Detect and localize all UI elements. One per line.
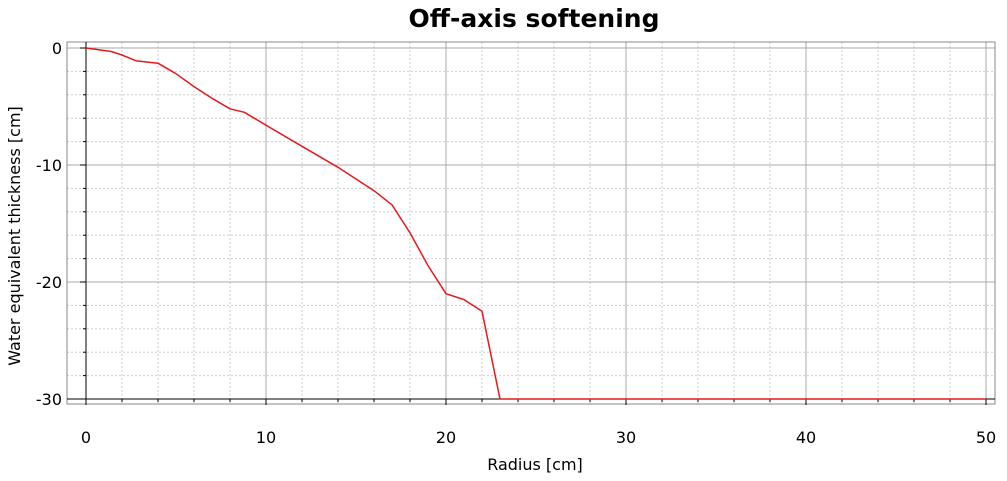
- x-tick-label: 20: [436, 428, 456, 447]
- y-tick-label: -10: [36, 156, 62, 175]
- y-tick-label: -20: [36, 273, 62, 292]
- x-tick-label: 10: [256, 428, 276, 447]
- series-layer: [85, 47, 986, 400]
- plot-frame: [66, 41, 996, 405]
- series-line: [85, 47, 986, 400]
- x-tick-label: 30: [616, 428, 636, 447]
- x-tick-label: 0: [81, 428, 91, 447]
- grid: [67, 42, 995, 404]
- tick-labels: 0 10 20 30 40 50 0 -10 -20 -30: [36, 39, 996, 447]
- y-tick-label: -30: [36, 390, 62, 409]
- x-tick-label: 50: [976, 428, 996, 447]
- axes: [67, 42, 995, 405]
- x-tick-label: 40: [796, 428, 816, 447]
- y-axis-label: Water equivalent thickness [cm]: [5, 106, 24, 366]
- chart-title: Off-axis softening: [409, 4, 660, 33]
- y-tick-label: 0: [52, 39, 62, 58]
- x-axis-label: Radius [cm]: [487, 455, 583, 474]
